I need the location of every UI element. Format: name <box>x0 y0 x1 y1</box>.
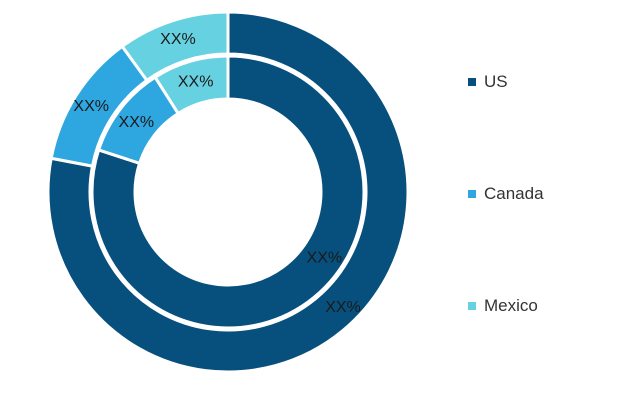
inner-ring-label-us: XX% <box>307 250 343 267</box>
legend-item-mexico: Mexico <box>468 296 538 316</box>
legend-swatch-us <box>468 78 476 86</box>
legend-item-canada: Canada <box>468 184 544 204</box>
legend-label-mexico: Mexico <box>484 296 538 315</box>
chart-legend: US Canada Mexico <box>468 0 628 403</box>
legend-swatch-mexico <box>468 302 476 310</box>
outer-ring-label-us: XX% <box>325 299 361 316</box>
inner-ring-slice-mexico <box>153 54 230 116</box>
inner-ring-label-canada: XX% <box>119 114 155 131</box>
legend-label-us: US <box>484 72 508 91</box>
legend-item-us: US <box>468 72 508 92</box>
legend-label-canada: Canada <box>484 184 544 203</box>
outer-ring-slice-us <box>46 10 410 374</box>
outer-ring-slice-mexico <box>120 10 230 83</box>
legend-swatch-canada <box>468 190 476 198</box>
outer-ring-label-mexico: XX% <box>160 31 196 48</box>
inner-ring-slice-us <box>90 54 366 330</box>
inner-ring-label-mexico: XX% <box>178 74 214 91</box>
nested-donut-chart: XX% XX% XX% XX% XX% XX% <box>46 10 410 374</box>
outer-ring-label-canada: XX% <box>73 98 109 115</box>
